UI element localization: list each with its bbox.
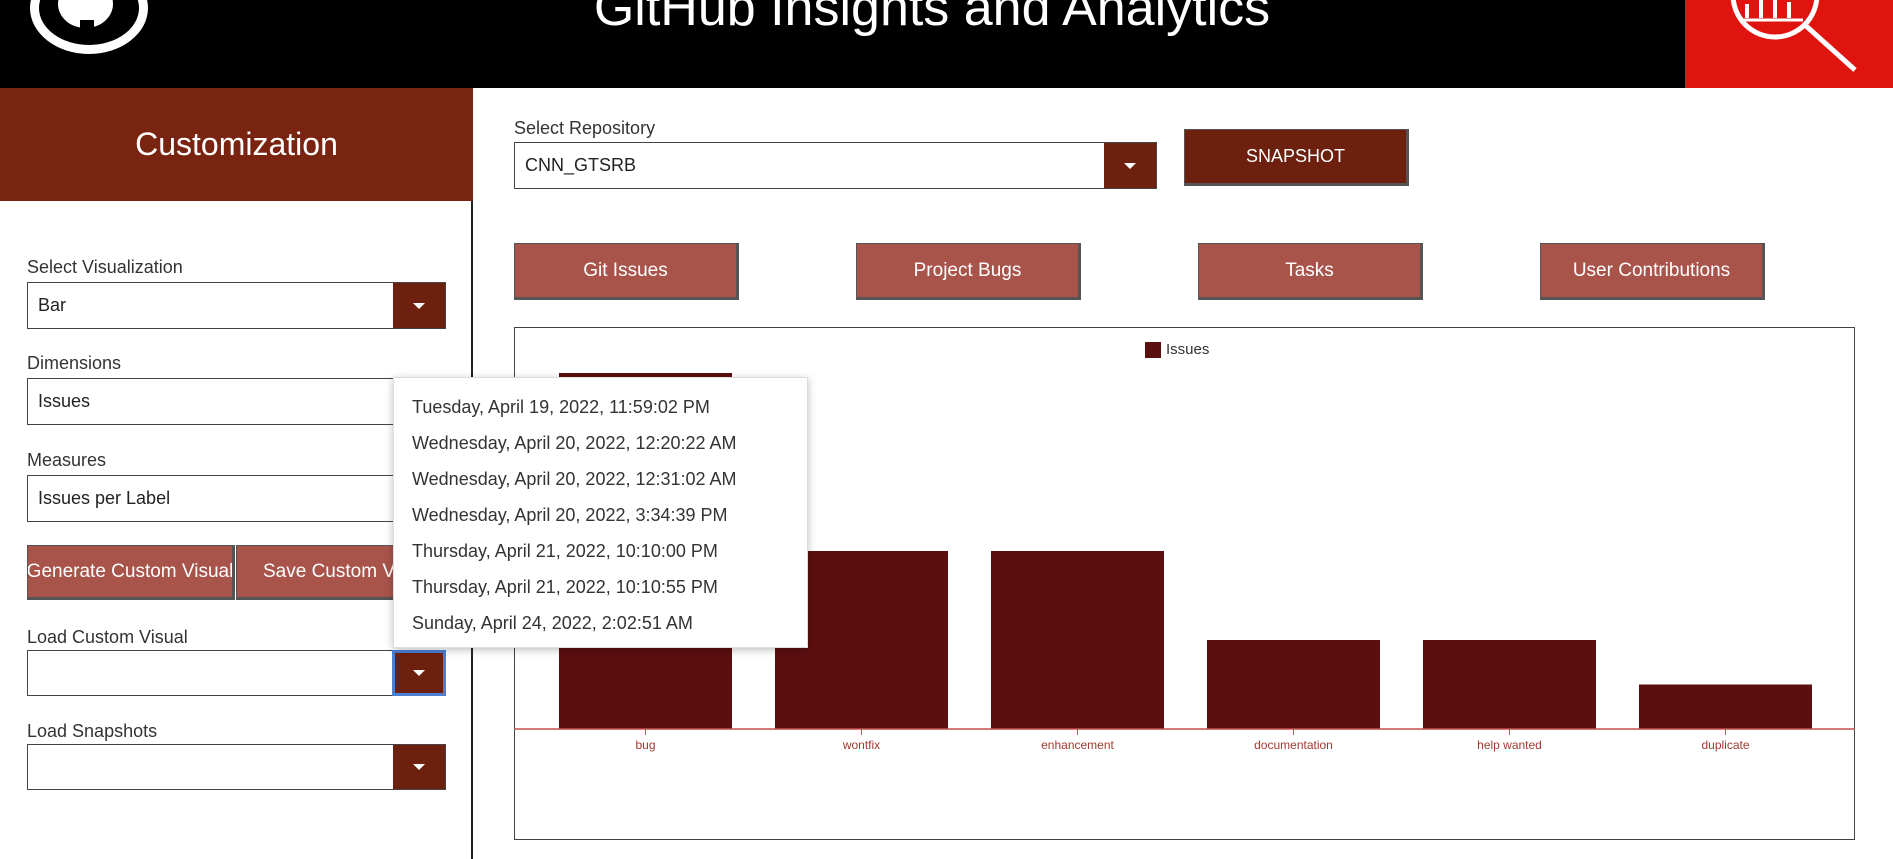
load-custom-visual-select[interactable] [27, 650, 446, 696]
bar-help-wanted[interactable] [1423, 640, 1596, 729]
repository-dropdown-button[interactable] [1104, 143, 1156, 188]
visualization-value: Bar [38, 295, 67, 315]
snapshot-list-item[interactable]: Thursday, April 21, 2022, 10:10:00 PM [412, 541, 718, 561]
generate-custom-visual-button[interactable]: Generate Custom Visual [27, 545, 235, 600]
app-title: GitHub Insights and Analytics [593, 0, 1271, 37]
load-snapshots-dropdown-button[interactable] [393, 745, 445, 789]
chevron-down-icon [413, 302, 425, 309]
dimensions-label: Dimensions [27, 353, 122, 373]
repository-value: CNN_GTSRB [525, 155, 637, 175]
repository-label: Select Repository [514, 118, 656, 138]
snapshot-list-item[interactable]: Wednesday, April 20, 2022, 12:20:22 AM [412, 433, 737, 453]
x-tick-label: enhancement [1041, 738, 1114, 752]
snapshot-list-popup: Tuesday, April 19, 2022, 11:59:02 PM Wed… [393, 377, 808, 648]
x-tick-label: duplicate [1701, 738, 1749, 752]
x-tick-label: bug [635, 738, 655, 752]
chevron-down-icon [413, 670, 425, 676]
bar-enhancement[interactable] [991, 551, 1164, 729]
measures-label: Measures [27, 450, 107, 470]
visualization-select[interactable]: Bar [27, 282, 446, 329]
dimensions-value: Issues [38, 391, 91, 411]
tab-git-issues[interactable]: Git Issues [514, 243, 739, 300]
tab-tasks[interactable]: Tasks [1198, 243, 1423, 300]
repository-select[interactable]: CNN_GTSRB [514, 142, 1157, 189]
snapshot-button[interactable]: SNAPSHOT [1184, 129, 1409, 186]
load-snapshots-label: Load Snapshots [27, 721, 158, 741]
snapshot-list-item[interactable]: Wednesday, April 20, 2022, 12:31:02 AM [412, 469, 737, 489]
github-logo-neck [80, 20, 94, 44]
load-custom-visual-label: Load Custom Visual [27, 627, 188, 647]
visualization-dropdown-button[interactable] [393, 283, 445, 328]
app-header: GitHub Insights and Analytics [0, 0, 1893, 88]
x-tick-label: help wanted [1477, 738, 1542, 752]
measures-value: Issues per Label [38, 488, 171, 508]
legend-label: Issues [1166, 341, 1210, 358]
magnifier-chart-icon [1730, 0, 1857, 72]
panel-title: Customization [0, 88, 473, 201]
brand-logo [1685, 0, 1893, 88]
legend-swatch [1145, 342, 1161, 358]
tab-project-bugs[interactable]: Project Bugs [856, 243, 1081, 300]
x-tick-label: documentation [1254, 738, 1333, 752]
load-custom-visual-dropdown-button[interactable] [392, 650, 446, 696]
snapshot-list-item[interactable]: Wednesday, April 20, 2022, 3:34:39 PM [412, 505, 728, 525]
load-snapshots-select[interactable] [27, 744, 446, 790]
visualization-label: Select Visualization [27, 257, 183, 277]
snapshot-list-item[interactable]: Thursday, April 21, 2022, 10:10:55 PM [412, 577, 718, 597]
bar-documentation[interactable] [1207, 640, 1380, 729]
dimensions-select[interactable]: Issues [27, 378, 446, 425]
chevron-down-icon [413, 764, 425, 770]
bar-duplicate[interactable] [1639, 684, 1812, 730]
tab-user-contributions[interactable]: User Contributions [1540, 243, 1765, 300]
snapshot-list-item[interactable]: Tuesday, April 19, 2022, 11:59:02 PM [412, 397, 710, 417]
chevron-down-icon [1124, 162, 1136, 169]
x-tick-label: wontfix [842, 738, 880, 752]
measures-select[interactable]: Issues per Label [27, 475, 446, 522]
snapshot-list-item[interactable]: Sunday, April 24, 2022, 2:02:51 AM [412, 613, 693, 633]
